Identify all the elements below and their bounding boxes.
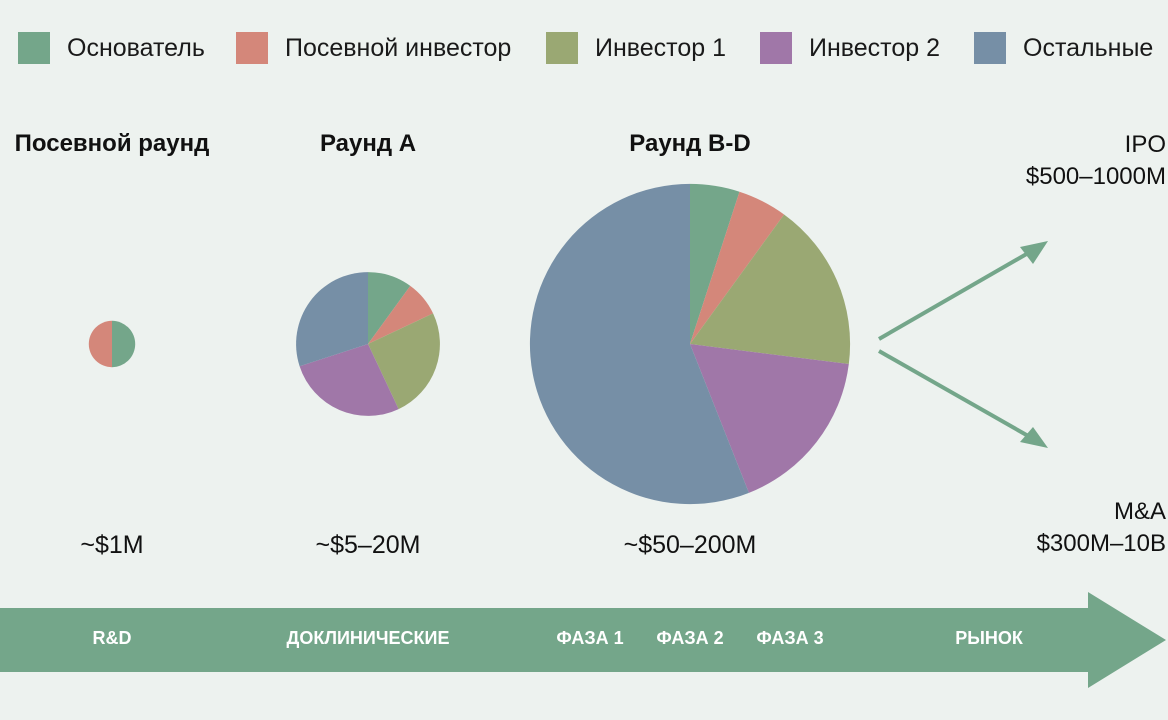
ma-arrowhead-icon — [1020, 427, 1048, 448]
value-label-seed: ~$1M — [80, 531, 144, 559]
legend-label: Инвестор 1 — [595, 34, 727, 62]
legend-swatch-investor-2 — [760, 32, 792, 64]
ipo-arrow-line — [878, 250, 1031, 341]
pie-slice-2-investor-2 — [299, 344, 399, 416]
pie-slice-2-others — [296, 272, 368, 367]
value-label-b-d: ~$50–200M — [623, 531, 757, 559]
round-title-b-d: Раунд B-D — [629, 130, 751, 157]
phase-label-rnd: R&D — [92, 628, 132, 648]
timeline-arrow-icon — [0, 592, 1166, 688]
phase-label-phase-2: ФАЗА 2 — [656, 628, 724, 648]
pie-slice-1-seed-investor — [88, 320, 112, 368]
pies-group — [88, 183, 851, 505]
phase-label-preclinical: ДОКЛИНИЧЕСКИЕ — [286, 628, 450, 648]
exit-arrows — [878, 241, 1048, 448]
legend-label: Посевной инвестор — [285, 34, 512, 62]
pie-slice-3-others — [529, 183, 749, 505]
phase-label-market: РЫНОК — [955, 628, 1023, 648]
ipo-arrowhead-icon — [1020, 241, 1048, 264]
pie-slice-2-founder — [368, 272, 411, 344]
phase-label-phase-1: ФАЗА 1 — [556, 628, 624, 648]
legend-swatch-investor-1 — [546, 32, 578, 64]
legend-label: Остальные — [1023, 34, 1154, 62]
pie-slice-3-seed-investor — [690, 191, 785, 344]
exit-ipo-name: IPO — [1124, 131, 1166, 158]
legend-label: Основатель — [67, 34, 205, 62]
exit-ipo-value: $500–1000M — [1025, 163, 1166, 190]
round-title-a: Раунд A — [319, 130, 417, 157]
legend-swatch-seed-investor — [236, 32, 268, 64]
pie-slice-1-founder — [112, 320, 136, 368]
exit-ma-name: M&A — [1113, 498, 1166, 525]
legend-label: Инвестор 2 — [809, 34, 941, 62]
value-label-a: ~$5–20M — [315, 531, 421, 559]
round-title-seed: Посевной раунд — [14, 130, 210, 157]
legend-swatch-others — [974, 32, 1006, 64]
phase-label-phase-3: ФАЗА 3 — [756, 628, 824, 648]
exit-ma-value: $300M–10B — [1036, 530, 1166, 557]
legend-swatch-founder — [18, 32, 50, 64]
pie-slice-2-seed-investor — [368, 285, 434, 344]
pie-slice-3-investor-1 — [690, 214, 851, 365]
pie-slice-3-investor-2 — [690, 344, 849, 493]
pie-slice-3-founder — [690, 183, 740, 344]
ma-arrow-line — [878, 349, 1031, 439]
pie-slice-2-investor-1 — [368, 313, 440, 410]
